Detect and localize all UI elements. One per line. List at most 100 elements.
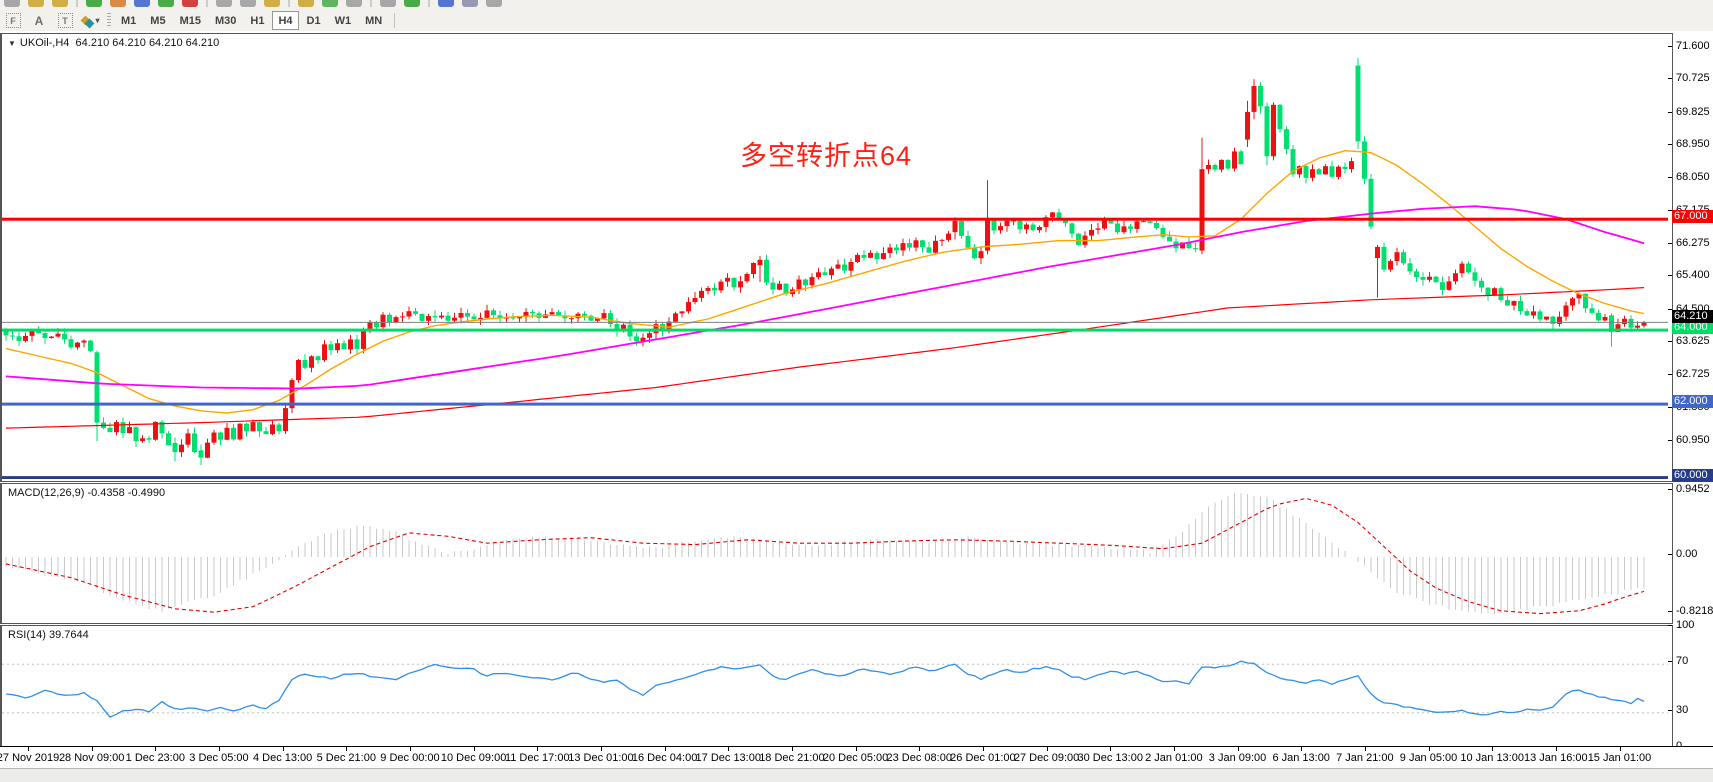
macd-histogram [5,493,1645,615]
indicators-icon[interactable] [438,0,454,7]
ma-fast-orange-line [5,149,1645,414]
macd-tick-label: 0.00 [1676,548,1698,560]
hline-64.000[interactable] [2,328,1668,332]
time-tick-mark [1110,747,1112,751]
axis-tick-mark [1668,309,1672,310]
timeframe-button-h4[interactable]: H4 [272,11,299,30]
axis-tick-mark [1668,554,1672,555]
time-tick-label: 5 Dec 21:00 [316,752,376,764]
toolbar-separator [428,0,430,7]
axis-tick-mark [1668,275,1672,276]
level-price-label-60.000: 60.000 [1672,468,1713,482]
axis-tick-mark [1668,611,1672,612]
price-chart-canvas[interactable] [2,34,1670,479]
timeframe-button-w1[interactable]: W1 [334,14,352,27]
time-tick-mark [1428,747,1430,751]
level-price-label-67.000: 67.000 [1672,209,1713,223]
time-tick-mark [855,747,857,751]
main-chart-pane[interactable]: ▼ UKOil-,H4 64.210 64.210 64.210 64.210 … [0,33,1673,482]
new-order-icon[interactable] [86,0,102,7]
timeframe-button-m30[interactable]: M30 [214,14,237,27]
rsi-tick-label: 30 [1676,704,1689,716]
autotrading-icon[interactable] [264,0,280,7]
collapse-triangle-icon[interactable]: ▼ [8,38,16,48]
hline-62.000[interactable] [2,402,1668,406]
chart-bars-icon[interactable] [298,0,314,7]
axis-tick-mark [1668,177,1672,178]
rsi-pane[interactable]: RSI(14) 39.7644 [0,625,1673,748]
time-tick-mark [537,747,539,751]
shapes-tool[interactable]: ▾ [80,11,102,30]
time-tick-mark [1619,747,1621,751]
text-label-tool[interactable]: A [28,11,50,30]
timeframe-button-m15[interactable]: M15 [179,14,201,27]
price-axis[interactable]: 71.60070.72569.82568.95068.05067.17566.2… [1668,31,1713,752]
text-box-tool[interactable]: T [54,11,76,30]
ma-mid-magenta-line [5,205,1645,390]
timeframe-button-h1[interactable]: H1 [250,14,265,27]
strategy-tester-icon[interactable] [182,0,198,7]
macd-canvas[interactable] [2,484,1670,621]
time-tick-mark [1173,747,1175,751]
menu-icon[interactable] [4,0,20,7]
hline-60.000[interactable] [2,476,1668,479]
price-tick-label: 62.725 [1676,368,1710,380]
axis-tick-mark [1668,440,1672,441]
time-tick-label: 10 Dec 09:00 [440,752,507,764]
macd-signal-line [5,497,1645,615]
rsi-label: RSI(14) 39.7644 [8,629,89,641]
timeframe-button-d1[interactable]: D1 [306,14,321,27]
timeframe-button-m1[interactable]: M1 [121,14,137,27]
level-price-label-64.000: 64.000 [1672,320,1713,334]
crosshair-f-tool[interactable]: F [2,11,24,30]
periods-icon[interactable] [462,0,478,7]
macd-tick-label: -0.8218 [1676,605,1713,617]
time-tick-label: 4 Dec 13:00 [252,752,313,764]
chart-line-icon[interactable] [346,0,362,7]
axis-tick-mark [1668,625,1672,626]
time-tick-label: 26 Dec 01:00 [950,752,1016,764]
market-watch-icon[interactable] [110,0,126,7]
terminal-icon[interactable] [158,0,174,7]
time-tick-mark [982,747,984,751]
axis-tick-mark [1668,243,1672,244]
toolbar-separator [370,0,372,7]
time-tick-label: 27 Nov 2019 [0,752,60,764]
time-tick-mark [1555,747,1557,751]
time-tick-label: 3 Dec 05:00 [189,752,249,764]
timeframe-button-mn[interactable]: MN [365,14,383,27]
level-price-label-62.000: 62.000 [1672,394,1713,408]
new-chart-icon[interactable] [216,0,232,7]
macd-pane[interactable]: MACD(12,26,9) -0.4358 -0.4990 [0,483,1673,624]
time-tick-label: 1 Dec 23:00 [125,752,185,764]
chart-candles-icon[interactable] [322,0,338,7]
bid-price-label: 64.210 [1672,309,1713,323]
time-tick-mark [1301,747,1303,751]
time-axis[interactable]: 27 Nov 2019 28 Nov 09:00 1 Dec 23:00 3 Dec … [0,746,1713,769]
hline-67.000[interactable] [2,217,1668,221]
time-tick-label: 15 Jan 01:00 [1587,752,1652,764]
price-tick-label: 68.050 [1676,171,1710,183]
text-t-icon: T [57,13,73,28]
macd-tick-label: 0.9452 [1676,483,1710,495]
toolbar-separator [206,0,208,7]
ma-slow-red-line [5,287,1645,429]
time-tick-label: 11 Dec 17:00 [504,752,570,764]
zoom-chart-out-icon[interactable] [404,0,420,7]
time-tick-label: 18 Dec 21:00 [759,752,825,764]
zoom-out-icon[interactable] [52,0,68,7]
axis-tick-mark [1668,144,1672,145]
navigator-icon[interactable] [134,0,150,7]
templates-icon[interactable] [486,0,502,7]
time-tick-label: 17 Dec 13:00 [695,752,761,764]
rsi-tick-label: 70 [1676,655,1689,667]
rsi-line [5,660,1645,718]
axis-tick-mark [1668,710,1672,711]
time-tick-mark [282,747,284,751]
zoom-in-icon[interactable] [28,0,44,7]
profiles-icon[interactable] [240,0,256,7]
zoom-chart-in-icon[interactable] [380,0,396,7]
time-tick-mark [664,747,666,751]
rsi-canvas[interactable] [2,626,1670,745]
timeframe-button-m5[interactable]: M5 [150,14,166,27]
